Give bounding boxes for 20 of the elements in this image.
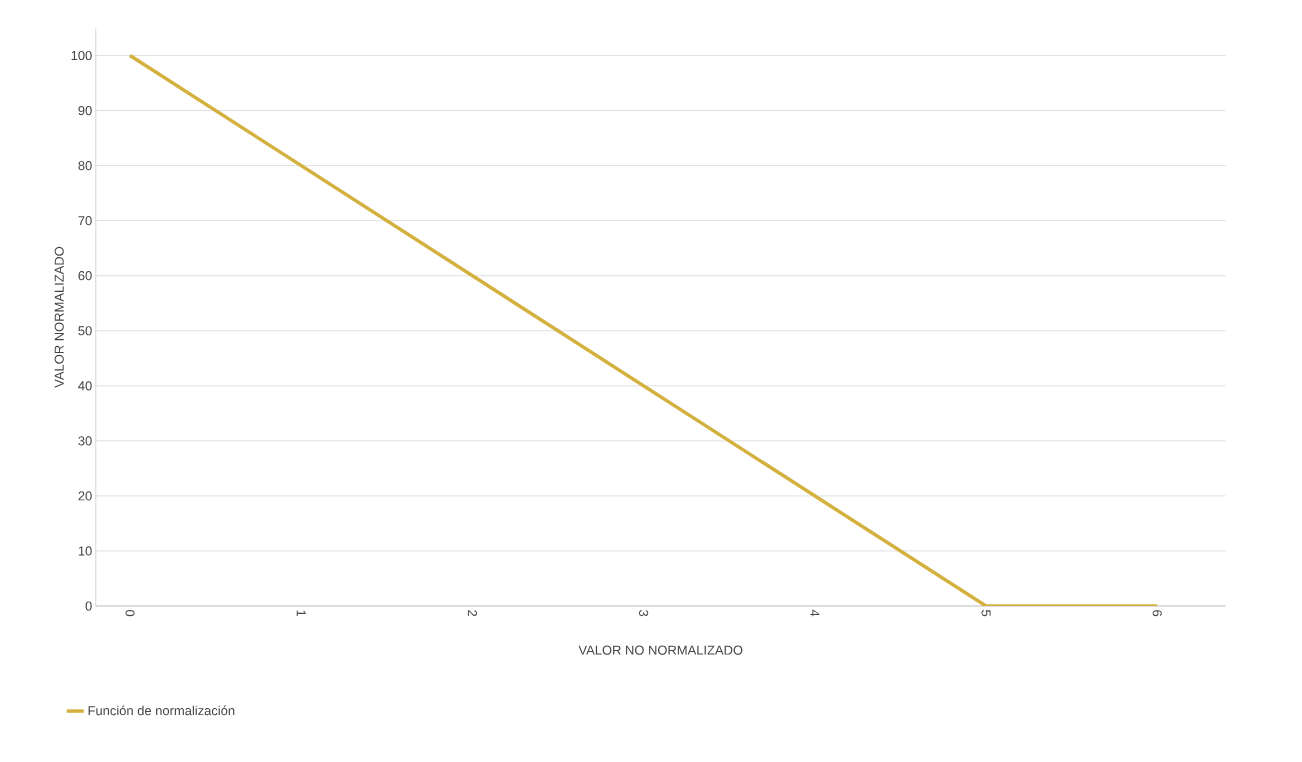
y-tick-label: 40 — [78, 381, 92, 391]
y-tick-label: 80 — [78, 161, 92, 171]
x-tick-label: 3 — [639, 610, 649, 617]
x-tick-label: 1 — [296, 610, 306, 617]
x-tick-label: 5 — [981, 610, 991, 617]
y-tick-label: 50 — [78, 326, 92, 336]
y-tick-label: 20 — [78, 491, 92, 501]
y-tick-label: 10 — [78, 546, 92, 556]
x-tick-label: 0 — [125, 610, 135, 617]
y-tick-label: 100 — [71, 50, 92, 61]
x-tick-label: 2 — [467, 610, 477, 617]
x-tick-label: 4 — [810, 609, 820, 617]
x-tick-label: 6 — [1152, 610, 1162, 617]
x-axis-title: VALOR NO NORMALIZADO — [578, 645, 743, 655]
y-tick-label: 90 — [78, 105, 92, 116]
y-tick-label: 30 — [78, 436, 92, 446]
legend-label: Función de normalización — [88, 705, 235, 716]
y-axis-title: VALOR NORMALIZADO — [54, 246, 64, 388]
y-tick-label: 60 — [78, 271, 92, 281]
y-tick-label: 70 — [78, 216, 92, 226]
